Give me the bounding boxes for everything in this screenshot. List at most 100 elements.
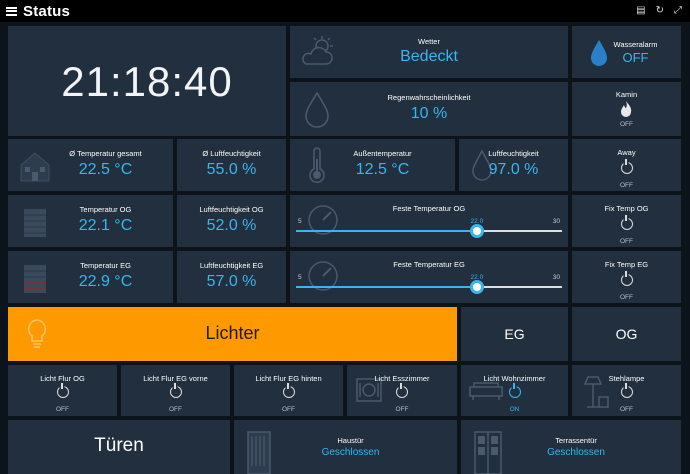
slider-track[interactable] <box>296 230 562 232</box>
light-label: Licht Flur OG <box>40 374 85 383</box>
fixtemp-eg-switch[interactable]: OFF <box>572 271 681 301</box>
light-stehlampe-switch[interactable]: OFF <box>572 383 681 413</box>
fixtemp-eg-label: Fix Temp EG <box>604 260 649 269</box>
temp-eg-label: Temperatur EG <box>80 261 131 270</box>
page-title: Status <box>23 2 71 20</box>
building-eg-icon <box>24 265 46 293</box>
weather-tile[interactable]: Wetter Bedeckt <box>290 26 568 78</box>
doors-nav-label: Türen <box>94 435 144 456</box>
slider-max: 30 <box>552 218 560 225</box>
fireplace-label: Kamin <box>615 90 638 99</box>
light-state: OFF <box>56 406 69 413</box>
light-state: OFF <box>395 406 409 413</box>
nav-og-button[interactable]: OG <box>572 307 681 361</box>
light-flur-eg-hinten-tile[interactable]: Licht Flur EG hinten OFF <box>234 365 343 416</box>
fixed-temp-eg-label: Feste Temperatur EG <box>393 260 465 269</box>
light-state: OFF <box>169 406 182 413</box>
flame-icon <box>621 101 632 117</box>
menu-icon[interactable] <box>6 6 17 16</box>
light-wohnzimmer-tile[interactable]: Licht Wohnzimmer ON <box>461 365 568 416</box>
power-icon <box>620 271 633 286</box>
raindrop-icon <box>305 91 329 128</box>
slider-min: 5 <box>298 274 302 281</box>
fixtemp-og-label: Fix Temp OG <box>604 204 649 213</box>
temp-og-tile: Temperatur OG 22.1 °C <box>8 195 173 247</box>
light-label: Licht Esszimmer <box>374 374 430 383</box>
outside-temp-value: 12.5 °C <box>355 161 410 178</box>
light-wohnzimmer-switch[interactable]: ON <box>461 383 568 413</box>
refresh-icon[interactable]: ↻ <box>655 5 664 16</box>
water-drop-icon <box>591 40 607 66</box>
clock-time: 21:18:40 <box>61 58 233 105</box>
away-label: Away <box>617 148 636 157</box>
lights-nav-button[interactable]: Lichter <box>8 307 457 361</box>
nav-og-label: OG <box>615 326 638 342</box>
avg-humidity-tile: Ø Luftfeuchtigkeit 55.0 % <box>177 139 286 191</box>
light-esszimmer-tile[interactable]: Licht Esszimmer OFF <box>347 365 457 416</box>
rain-value: 10 % <box>410 105 448 122</box>
light-flur-eg-vorne-tile[interactable]: Licht Flur EG vorne OFF <box>121 365 230 416</box>
fixtemp-og-tile[interactable]: Fix Temp OG OFF <box>572 195 681 247</box>
light-state: OFF <box>620 406 633 413</box>
cloud-sun-icon <box>302 36 333 65</box>
doors-nav-button[interactable]: Türen <box>8 420 230 474</box>
outside-temp-label: Außentemperatur <box>353 149 412 158</box>
light-label: Licht Flur EG vorne <box>143 374 208 383</box>
away-switch[interactable]: OFF <box>572 159 681 189</box>
avg-humidity-value: 55.0 % <box>206 161 257 178</box>
lightbulb-icon <box>27 319 47 348</box>
light-label: Licht Flur EG hinten <box>255 374 322 383</box>
fixed-temp-eg-tile[interactable]: Feste Temperatur EG 5 30 22.0 <box>290 251 568 303</box>
light-flur-eg-vorne-switch[interactable]: OFF <box>121 383 230 413</box>
light-flur-eg-hinten-switch[interactable]: OFF <box>234 383 343 413</box>
gauge-icon <box>308 205 338 235</box>
terrace-door-label: Terrassentür <box>555 436 597 445</box>
nav-eg-label: EG <box>504 326 525 342</box>
rain-tile[interactable]: Regenwahrscheinlichkeit 10 % <box>290 82 568 136</box>
temp-og-label: Temperatur OG <box>79 205 132 214</box>
fullscreen-icon[interactable]: ⤢ <box>674 5 682 16</box>
power-icon <box>56 383 69 398</box>
terrace-door-value: Geschlossen <box>547 447 605 458</box>
lights-nav-label: Lichter <box>205 323 260 343</box>
light-state: OFF <box>282 406 295 413</box>
light-flur-og-switch[interactable]: OFF <box>8 383 117 413</box>
outside-humidity-value: 97.0 % <box>488 161 539 178</box>
fixtemp-og-state: OFF <box>620 238 633 245</box>
fixtemp-eg-tile[interactable]: Fix Temp EG OFF <box>572 251 681 303</box>
humidity-eg-value: 57.0 % <box>206 273 257 290</box>
slider-knob[interactable] <box>469 224 484 238</box>
light-esszimmer-switch[interactable]: OFF <box>347 383 457 413</box>
house-icon <box>20 152 50 182</box>
fireplace-state: OFF <box>620 121 633 128</box>
power-icon <box>620 215 633 230</box>
light-label: Licht Wohnzimmer <box>483 374 546 383</box>
slider-fill <box>296 286 477 288</box>
away-tile[interactable]: Away OFF <box>572 139 681 191</box>
fixtemp-eg-state: OFF <box>620 294 633 301</box>
slider-value: 22.0 <box>470 274 484 281</box>
outside-temp-tile: Außentemperatur 12.5 °C <box>290 139 455 191</box>
power-icon <box>169 383 182 398</box>
fixed-temp-og-tile[interactable]: Feste Temperatur OG 5 30 22.0 <box>290 195 568 247</box>
fixtemp-og-switch[interactable]: OFF <box>572 215 681 245</box>
humidity-eg-label: Luftfeuchtigkeit EG <box>199 261 264 270</box>
slider-knob[interactable] <box>469 280 484 294</box>
light-flur-og-tile[interactable]: Licht Flur OG OFF <box>8 365 117 416</box>
building-og-icon <box>24 209 46 237</box>
fireplace-tile[interactable]: Kamin OFF <box>572 82 681 136</box>
power-icon <box>508 383 521 398</box>
slider-value: 22.0 <box>470 218 484 225</box>
outside-humidity-tile: Luftfeuchtigkeit 97.0 % <box>459 139 568 191</box>
light-stehlampe-tile[interactable]: Stehlampe OFF <box>572 365 681 416</box>
temp-og-value: 22.1 °C <box>78 217 133 234</box>
weather-value: Bedeckt <box>400 48 458 65</box>
front-door-value: Geschlossen <box>321 447 380 458</box>
nav-eg-button[interactable]: EG <box>461 307 568 361</box>
water-alarm-tile[interactable]: Wasseralarm OFF <box>572 26 681 78</box>
chat-icon[interactable]: ▤ <box>636 5 646 16</box>
front-door-label: Haustür <box>337 436 364 445</box>
outside-humidity-label: Luftfeuchtigkeit <box>488 149 539 158</box>
slider-track[interactable] <box>296 286 562 288</box>
humidity-og-tile: Luftfeuchtigkeit OG 52.0 % <box>177 195 286 247</box>
